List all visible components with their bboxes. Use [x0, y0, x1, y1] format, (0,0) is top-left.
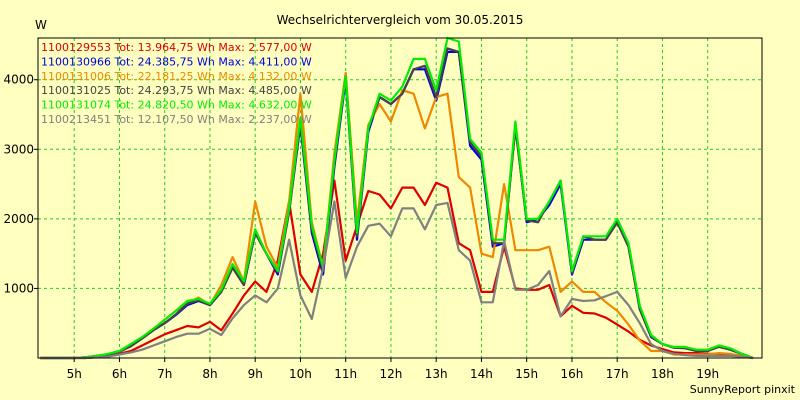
legend-entry-1100213451: 1100213451 Tot: 12.107,50 Wh Max: 2.237,…	[41, 113, 312, 126]
legend-entry-1100131074: 1100131074 Tot: 24.820,50 Wh Max: 4.632,…	[41, 99, 312, 112]
x-tick-label: 9h	[248, 367, 263, 381]
legend-entry-1100131025: 1100131025 Tot: 24.293,75 Wh Max: 4.485,…	[41, 84, 312, 97]
x-tick-label: 18h	[651, 367, 674, 381]
x-tick-label: 11h	[334, 367, 357, 381]
series-line-1100129553	[40, 179, 754, 360]
x-tick-label: 5h	[67, 367, 82, 381]
chart-title: Wechselrichtervergleich vom 30.05.2015	[277, 13, 524, 27]
x-tick-label: 14h	[470, 367, 493, 381]
series-line-1100213451	[40, 200, 754, 360]
x-tick-label: 12h	[380, 367, 403, 381]
x-tick-label: 10h	[289, 367, 312, 381]
plot-frame	[37, 37, 763, 359]
y-tick-label: 1000	[3, 281, 34, 295]
legend-entry-1100129553: 1100129553 Tot: 13.964,75 Wh Max: 2.577,…	[41, 41, 312, 54]
series-lines	[40, 36, 754, 360]
y-tick-label: 3000	[3, 142, 34, 156]
axes: 1000 2000 3000 4000 5h 6h 7h 8h 9h 10h 11h 12h 13h 14…	[3, 73, 719, 381]
x-tick-label: 8h	[202, 367, 217, 381]
y-axis-label: W	[35, 18, 47, 32]
credit-label: SunnyReport pinxit	[690, 383, 796, 396]
x-tick-label: 6h	[112, 367, 127, 381]
grid	[38, 38, 762, 358]
x-tick-label: 16h	[561, 367, 584, 381]
y-tick-label: 2000	[3, 212, 34, 226]
legend: 1100129553 Tot: 13.964,75 Wh Max: 2.577,…	[41, 41, 312, 126]
y-tick-label: 4000	[3, 73, 34, 87]
x-tick-label: 7h	[157, 367, 172, 381]
x-tick-label: 19h	[696, 367, 719, 381]
legend-entry-1100131006: 1100131006 Tot: 22.181,25 Wh Max: 4.132,…	[41, 70, 312, 83]
series-line-1100131074	[40, 36, 754, 360]
x-tick-label: 13h	[425, 367, 448, 381]
x-tick-label: 17h	[606, 367, 629, 381]
x-tick-label: 15h	[515, 367, 538, 381]
legend-entry-1100130966: 1100130966 Tot: 24.385,75 Wh Max: 4.411,…	[41, 55, 312, 68]
